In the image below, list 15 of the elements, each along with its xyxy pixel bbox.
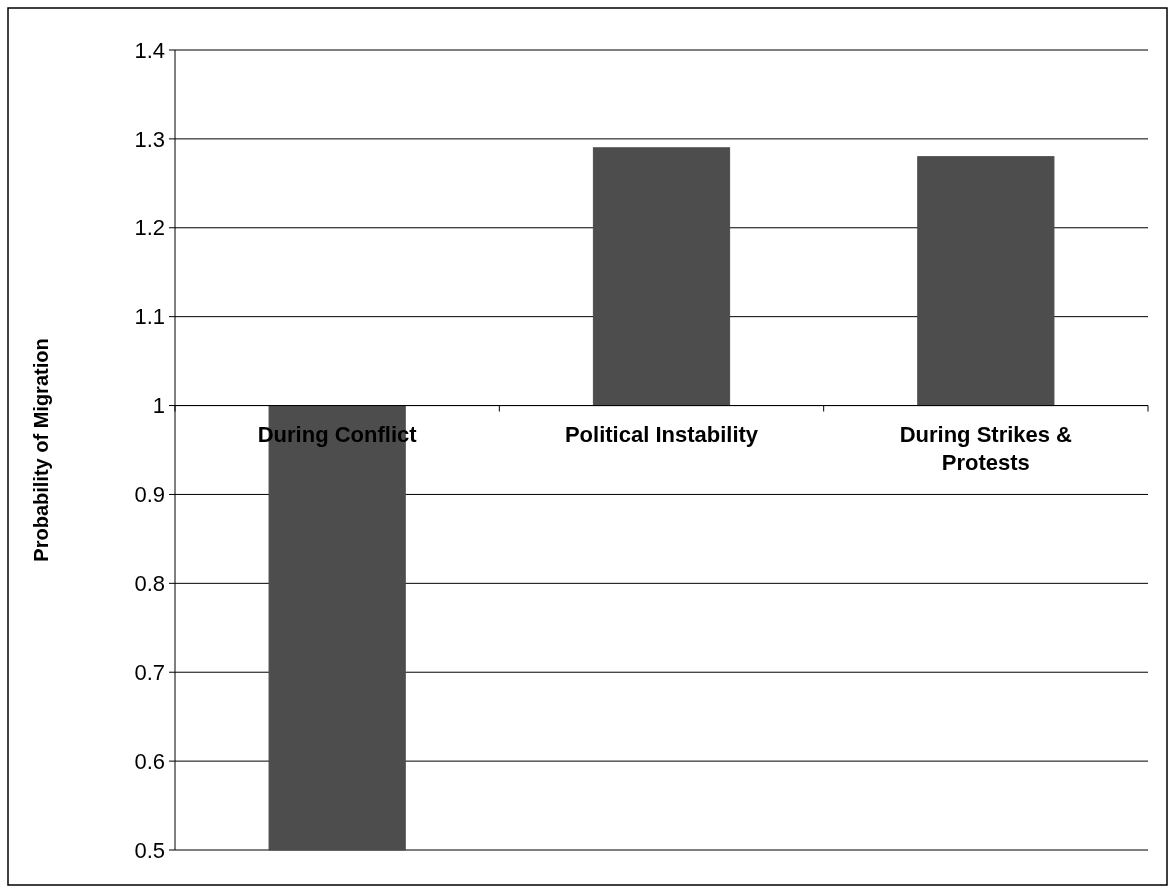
y-tick-label: 0.6 (134, 748, 165, 774)
y-tick-label: 1.4 (134, 37, 165, 63)
y-tick-label: 1.1 (134, 304, 165, 330)
y-tick-label: 1 (152, 393, 165, 419)
x-tick-label: During Strikes & Protests (899, 421, 1073, 475)
y-tick-label: 1.2 (134, 215, 165, 241)
bar (917, 156, 1055, 407)
y-tick-label: 0.9 (134, 482, 165, 508)
y-axis-title: Probability of Migration (30, 338, 52, 562)
y-tick-label: 1.3 (134, 126, 165, 152)
bar (592, 147, 731, 407)
y-tick-label: 0.7 (134, 659, 165, 685)
y-tick-label: 0.5 (134, 837, 165, 863)
x-tick-label: Political Instability (564, 421, 759, 447)
y-tick-label: 0.8 (134, 571, 165, 597)
